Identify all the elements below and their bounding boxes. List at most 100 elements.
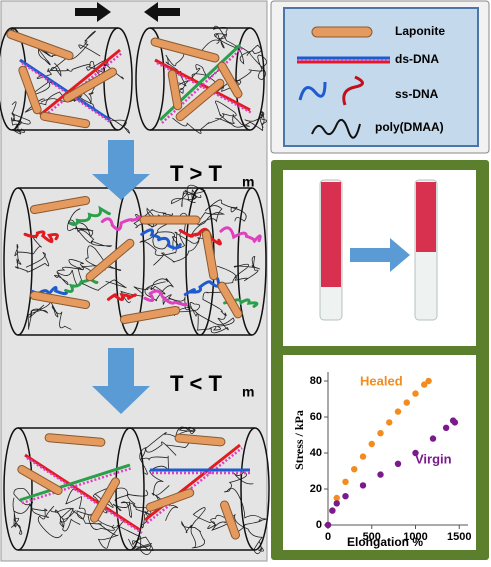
legend-icon: [298, 81, 327, 101]
data-point: [368, 440, 375, 448]
data-point: [333, 500, 340, 507]
step-subscript: m: [242, 384, 254, 400]
series-label: Virgin: [415, 451, 452, 466]
legend-icon: [342, 75, 364, 106]
vial-gel: [321, 182, 341, 287]
polymer: [171, 184, 206, 207]
data-point: [377, 430, 384, 437]
data-point: [451, 419, 459, 426]
laponite: [174, 433, 226, 447]
cylinder-end: [235, 27, 265, 131]
y-tick-label: 20: [310, 483, 322, 495]
ds-dna: [19, 463, 131, 502]
x-axis-label: Elongation %: [347, 535, 423, 549]
ss-dna: [100, 215, 142, 231]
data-point: [412, 390, 419, 397]
legend-label: poly(DMAA): [375, 120, 444, 134]
ds-dna: [24, 453, 141, 532]
laponite: [29, 290, 91, 310]
cylinder-end: [3, 427, 33, 551]
y-tick-label: 60: [310, 411, 322, 423]
laponite: [220, 500, 240, 540]
laponite: [90, 477, 120, 523]
cylinder-end: [135, 27, 165, 131]
laponite: [62, 67, 118, 103]
polymer: [31, 505, 76, 539]
decorations: [0, 2, 438, 555]
legend-label: ds-DNA: [395, 52, 439, 66]
ds-dna: [154, 58, 251, 112]
x-tick-label: 500: [363, 531, 381, 543]
push-arrow: [75, 2, 111, 22]
process-arrow: [92, 140, 150, 200]
ss-dna: [23, 230, 59, 244]
polymer: [54, 266, 127, 291]
y-tick-label: 0: [316, 519, 322, 531]
ds-dna: [41, 52, 123, 119]
polymer: [120, 278, 174, 304]
data-point: [394, 460, 402, 467]
polymer: [27, 301, 72, 330]
laponite: [217, 281, 243, 319]
chart-panel: [283, 355, 476, 550]
ss-dna: [178, 227, 222, 246]
polymer: [207, 513, 264, 555]
cylinder-end: [237, 187, 267, 336]
vial-gel: [416, 182, 436, 252]
data-point: [333, 494, 340, 502]
data-point: [377, 471, 384, 478]
laponite: [44, 433, 106, 447]
polymer: [49, 59, 124, 80]
push-arrow: [144, 2, 180, 22]
legend-label: ss-DNA: [395, 87, 439, 101]
data-point: [425, 377, 432, 385]
cylinder-end: [3, 187, 33, 336]
laponite: [175, 78, 225, 122]
ds-dna: [19, 58, 111, 122]
step-subscript: m: [242, 174, 254, 190]
ss-dna: [69, 205, 111, 226]
data-point: [324, 521, 332, 529]
laponite: [18, 65, 42, 115]
ss-dna: [219, 226, 262, 244]
data-point: [342, 493, 349, 500]
laponite: [201, 229, 219, 281]
cylinder-end: [240, 427, 270, 551]
data-point: [412, 449, 419, 457]
polymer: [14, 236, 50, 273]
data-point: [386, 419, 393, 426]
y-tick-label: 40: [310, 447, 322, 459]
polymer: [176, 291, 229, 334]
ss-dna: [140, 228, 182, 250]
polymer: [11, 488, 34, 535]
laponite: [145, 488, 195, 512]
data-point: [329, 507, 336, 514]
ds-dna: [39, 48, 121, 117]
laponite: [150, 37, 220, 63]
polymer: [189, 199, 247, 238]
data-point: [359, 453, 367, 460]
ss-dna: [183, 277, 221, 296]
step-label: T < T: [170, 371, 223, 396]
polymer: [55, 507, 126, 549]
laponite: [217, 61, 243, 99]
polymer: [139, 214, 182, 256]
ds-dna: [21, 466, 133, 505]
data-point: [342, 478, 349, 485]
step-label: T > T: [170, 161, 223, 186]
series-label: Healed: [360, 373, 403, 388]
laponite: [17, 465, 63, 495]
data-point: [394, 408, 402, 415]
polymer: [214, 111, 268, 131]
x-tick-label: 1500: [447, 531, 471, 543]
polymer: [212, 25, 262, 65]
data-point: [442, 424, 450, 431]
photo-arrow: [350, 238, 410, 272]
data-point: [351, 466, 358, 473]
ss-dna: [106, 292, 137, 302]
data-point: [429, 435, 437, 442]
laponite: [29, 195, 91, 215]
ds-dna: [26, 456, 143, 535]
laponite: [167, 69, 183, 111]
